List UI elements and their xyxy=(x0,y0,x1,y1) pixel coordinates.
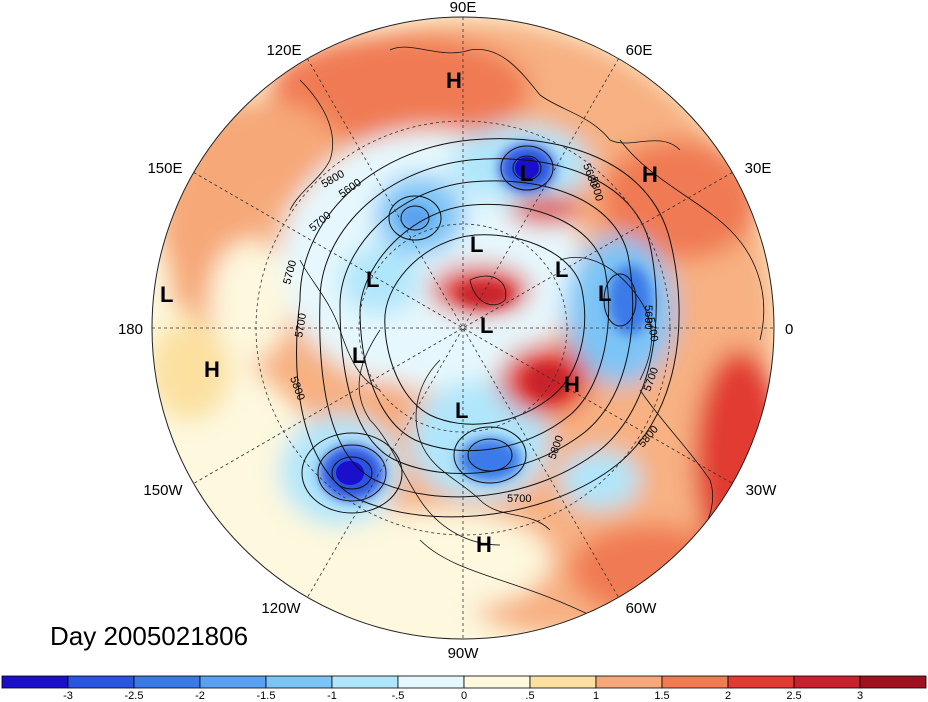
colorbar-swatch xyxy=(661,675,729,689)
longitude-label: 120E xyxy=(266,42,301,59)
high-marker: H xyxy=(564,372,580,397)
colorbar-swatch xyxy=(595,675,663,689)
contour-label: 5700 xyxy=(507,493,531,505)
low-marker: L xyxy=(470,232,483,257)
longitude-label: 30W xyxy=(746,482,778,499)
colorbar-swatch xyxy=(727,675,795,689)
colorbar-tick-label: -3 xyxy=(63,690,73,702)
low-marker: L xyxy=(598,281,611,306)
colorbar-tick-label: -2.5 xyxy=(125,690,144,702)
colorbar-tick-label: .5 xyxy=(525,690,534,702)
low-marker: L xyxy=(366,267,379,292)
colorbar-swatch xyxy=(67,675,135,689)
low-marker: L xyxy=(160,282,173,307)
colorbar-swatch xyxy=(397,675,465,689)
low-marker: L xyxy=(520,161,533,186)
contour-label: 5700 xyxy=(644,316,660,342)
colorbar-swatch xyxy=(529,675,597,689)
colorbar-tick-label: -.5 xyxy=(392,690,405,702)
colorbar-tick-label: 2 xyxy=(725,690,731,702)
map-boundary xyxy=(151,16,775,640)
longitude-label: 120W xyxy=(261,600,301,617)
longitude-label: 90W xyxy=(448,645,480,662)
low-marker: L xyxy=(555,257,568,282)
map-title: Day 2005021806 xyxy=(50,621,248,651)
graticule xyxy=(152,17,774,639)
colorbar-tick-label: -1.5 xyxy=(257,690,276,702)
anomaly-field xyxy=(152,17,774,639)
colorbar-swatch xyxy=(793,675,861,689)
colorbar-tick-label: -2 xyxy=(195,690,205,702)
longitude-label: 150W xyxy=(143,482,183,499)
longitude-label: 150E xyxy=(147,160,182,177)
high-marker: H xyxy=(642,162,658,187)
longitude-label: 60E xyxy=(626,42,653,59)
high-marker: H xyxy=(446,68,462,93)
contour-label: 5700 xyxy=(293,312,309,338)
colorbar: -3 -2.5 -2 -1.5 -1 -.5 0 .5 1 1.5 2 2.5 3 xyxy=(1,675,927,702)
colorbar-tick-label: -1 xyxy=(327,690,337,702)
colorbar-swatch xyxy=(859,675,927,689)
colorbar-tick-label: 3 xyxy=(857,690,863,702)
colorbar-swatch xyxy=(133,675,201,689)
colorbar-tick-label: 0 xyxy=(461,690,467,702)
colorbar-tick-label: 1.5 xyxy=(654,690,669,702)
colorbar-tick-label: 2.5 xyxy=(786,690,801,702)
longitude-label: 180 xyxy=(118,321,143,338)
colorbar-swatch xyxy=(265,675,333,689)
longitude-label: 90E xyxy=(450,0,477,16)
low-marker: L xyxy=(455,398,468,423)
pressure-markers: H L H L L L L L L L H H L H xyxy=(160,68,658,557)
high-marker: H xyxy=(476,532,492,557)
longitude-labels: 90E 60E 30E 0 30W 60W 90W 120W 150W 180 … xyxy=(118,0,793,662)
colorbar-swatch xyxy=(1,675,69,689)
colorbar-swatch xyxy=(199,675,267,689)
longitude-label: 30E xyxy=(745,160,772,177)
longitude-label: 60W xyxy=(626,600,658,617)
colorbar-tick-label: 1 xyxy=(593,690,599,702)
longitude-label: 0 xyxy=(785,321,793,338)
coastlines xyxy=(289,46,765,621)
low-marker: L xyxy=(352,343,365,368)
height-contours xyxy=(296,138,680,518)
low-marker: L xyxy=(480,313,493,338)
contour-label: 5600 xyxy=(642,305,654,329)
colorbar-swatch xyxy=(463,675,531,689)
colorbar-swatch xyxy=(331,675,399,689)
high-marker: H xyxy=(204,357,220,382)
